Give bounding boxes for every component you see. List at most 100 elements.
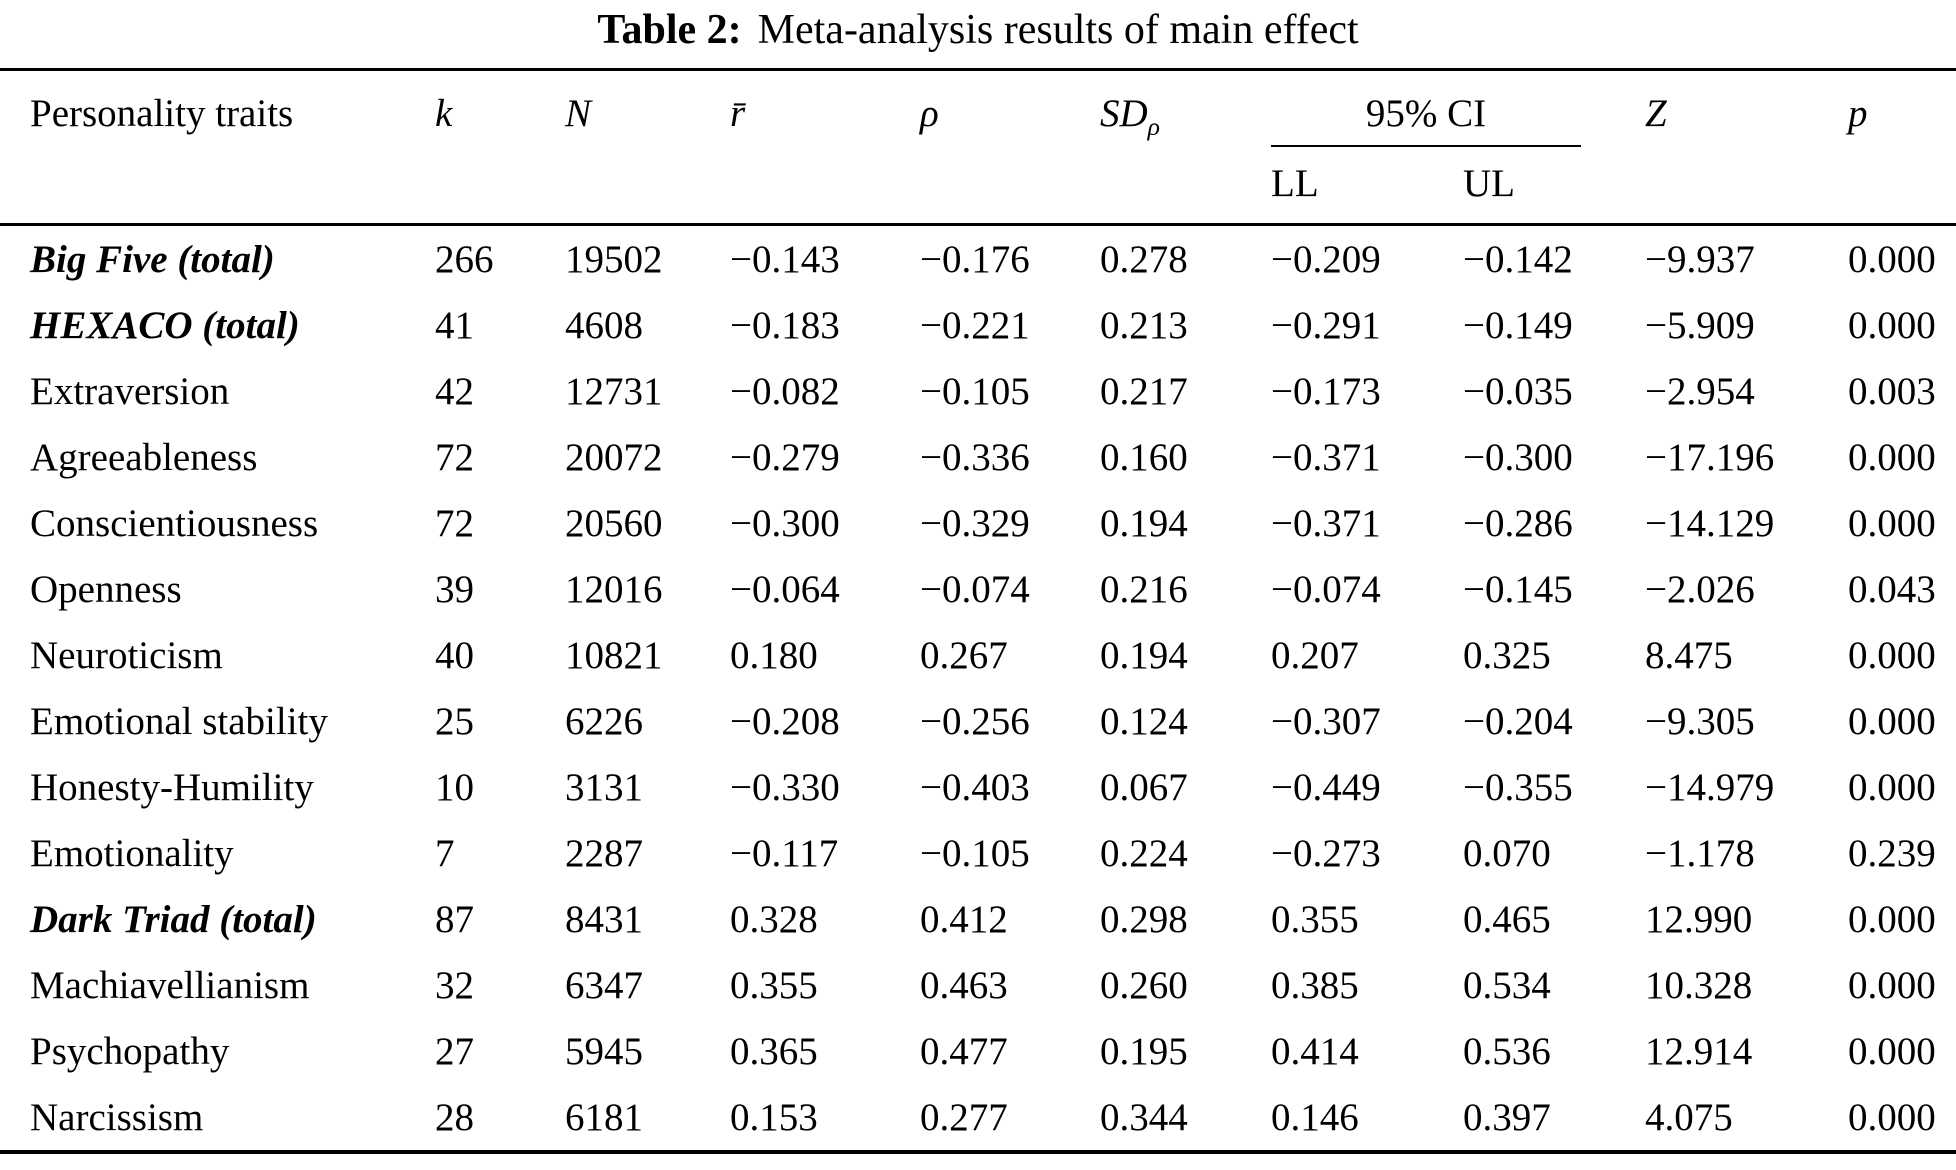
rbar-cell: 0.180 <box>730 633 818 677</box>
n-cell: 8431 <box>565 897 643 941</box>
ci-ul-cell: 0.536 <box>1463 1029 1551 1073</box>
trait-cell: Openness <box>30 567 182 611</box>
col-rbar: r̄ <box>730 92 746 135</box>
rbar-cell: −0.330 <box>730 765 840 809</box>
ci-ul-cell: 0.534 <box>1463 963 1551 1007</box>
table-body: Big Five (total) 266 19502 −0.143 −0.176… <box>0 225 1956 1153</box>
trait-cell: Neuroticism <box>30 633 223 677</box>
trait-cell: HEXACO (total) <box>30 303 300 347</box>
p-cell: 0.043 <box>1848 567 1936 611</box>
trait-cell: Emotionality <box>30 831 234 875</box>
rho-cell: 0.463 <box>920 963 1008 1007</box>
ci-ll-cell: −0.449 <box>1271 765 1381 809</box>
table-header: Personality traits k N r̄ ρ SDρ 95% CI Z… <box>0 70 1956 225</box>
table-row: Psychopathy 27 5945 0.365 0.477 0.195 0.… <box>0 1018 1956 1084</box>
rbar-cell: 0.328 <box>730 897 818 941</box>
table-caption-text: Meta-analysis results of main effect <box>757 7 1359 53</box>
trait-cell: Narcissism <box>30 1095 204 1139</box>
rho-cell: 0.412 <box>920 897 1008 941</box>
k-cell: 72 <box>435 435 474 479</box>
sd-rho-cell: 0.260 <box>1100 963 1188 1007</box>
k-cell: 10 <box>435 765 474 809</box>
sd-rho-subscript: ρ <box>1147 111 1161 141</box>
p-cell: 0.000 <box>1848 303 1936 347</box>
ci-ul-cell: −0.142 <box>1463 237 1573 281</box>
z-cell: 12.914 <box>1645 1029 1753 1073</box>
trait-cell: Big Five (total) <box>30 237 275 281</box>
k-cell: 42 <box>435 369 474 413</box>
col-sd-rho: SDρ <box>1094 70 1265 225</box>
rbar-cell: −0.208 <box>730 699 840 743</box>
rbar-cell: −0.183 <box>730 303 840 347</box>
ci-ul-cell: 0.397 <box>1463 1095 1551 1139</box>
rbar-cell: −0.279 <box>730 435 840 479</box>
rho-cell: −0.074 <box>920 567 1030 611</box>
rbar-cell: 0.355 <box>730 963 818 1007</box>
sd-rho-cell: 0.195 <box>1100 1029 1188 1073</box>
k-cell: 27 <box>435 1029 474 1073</box>
trait-cell: Machiavellianism <box>30 963 310 1007</box>
ci-ll-cell: −0.273 <box>1271 831 1381 875</box>
rho-cell: −0.105 <box>920 831 1030 875</box>
table-row: HEXACO (total) 41 4608 −0.183 −0.221 0.2… <box>0 292 1956 358</box>
rho-cell: 0.277 <box>920 1095 1008 1139</box>
z-cell: −2.026 <box>1645 567 1755 611</box>
rbar-cell: −0.064 <box>730 567 840 611</box>
ci-ul-cell: −0.355 <box>1463 765 1573 809</box>
ci-ul-cell: 0.325 <box>1463 633 1551 677</box>
n-cell: 19502 <box>565 237 663 281</box>
rho-cell: −0.176 <box>920 237 1030 281</box>
sd-rho-cell: 0.217 <box>1100 369 1188 413</box>
rbar-cell: 0.153 <box>730 1095 818 1139</box>
ci-ul-cell: 0.465 <box>1463 897 1551 941</box>
trait-cell: Extraversion <box>30 369 230 413</box>
z-cell: −17.196 <box>1645 435 1775 479</box>
ci-ll-cell: 0.414 <box>1271 1029 1359 1073</box>
table-number-label: Table 2: <box>597 7 742 53</box>
trait-cell: Emotional stability <box>30 699 328 743</box>
n-cell: 20560 <box>565 501 663 545</box>
trait-cell: Conscientiousness <box>30 501 319 545</box>
col-ul: UL <box>1463 162 1515 205</box>
sd-rho-cell: 0.194 <box>1100 501 1188 545</box>
table-row: Agreeableness 72 20072 −0.279 −0.336 0.1… <box>0 424 1956 490</box>
col-personality-traits: Personality traits <box>30 92 294 135</box>
k-cell: 39 <box>435 567 474 611</box>
rbar-cell: 0.365 <box>730 1029 818 1073</box>
page-title: Table 2: Meta-analysis results of main ef… <box>0 0 1956 68</box>
p-cell: 0.000 <box>1848 765 1936 809</box>
z-cell: 10.328 <box>1645 963 1753 1007</box>
table-row: Machiavellianism 32 6347 0.355 0.463 0.2… <box>0 952 1956 1018</box>
col-rho: ρ <box>920 92 939 135</box>
k-cell: 87 <box>435 897 474 941</box>
table-row: Dark Triad (total) 87 8431 0.328 0.412 0… <box>0 886 1956 952</box>
ci-ll-cell: −0.371 <box>1271 501 1381 545</box>
p-cell: 0.000 <box>1848 1029 1936 1073</box>
z-cell: 12.990 <box>1645 897 1753 941</box>
p-cell: 0.000 <box>1848 1095 1936 1139</box>
z-cell: −1.178 <box>1645 831 1755 875</box>
col-z: Z <box>1645 92 1667 135</box>
ci-ul-cell: −0.204 <box>1463 699 1573 743</box>
col-k: k <box>435 92 453 135</box>
z-cell: −9.305 <box>1645 699 1755 743</box>
ci-ll-cell: 0.385 <box>1271 963 1359 1007</box>
k-cell: 266 <box>435 237 494 281</box>
table-row: Honesty-Humility 10 3131 −0.330 −0.403 0… <box>0 754 1956 820</box>
z-cell: −14.129 <box>1645 501 1775 545</box>
ci-ll-cell: −0.371 <box>1271 435 1381 479</box>
sd-label: SD <box>1100 92 1148 135</box>
sd-rho-cell: 0.224 <box>1100 831 1188 875</box>
meta-analysis-table: Personality traits k N r̄ ρ SDρ 95% CI Z… <box>0 68 1956 1154</box>
col-95-ci: 95% CI <box>1265 70 1639 150</box>
table-row: Openness 39 12016 −0.064 −0.074 0.216 −0… <box>0 556 1956 622</box>
k-cell: 40 <box>435 633 474 677</box>
ci-ll-cell: −0.291 <box>1271 303 1381 347</box>
rho-cell: −0.336 <box>920 435 1030 479</box>
table-row: Emotional stability 25 6226 −0.208 −0.25… <box>0 688 1956 754</box>
ci-ul-cell: 0.070 <box>1463 831 1551 875</box>
sd-rho-cell: 0.194 <box>1100 633 1188 677</box>
n-cell: 2287 <box>565 831 643 875</box>
n-cell: 4608 <box>565 303 643 347</box>
